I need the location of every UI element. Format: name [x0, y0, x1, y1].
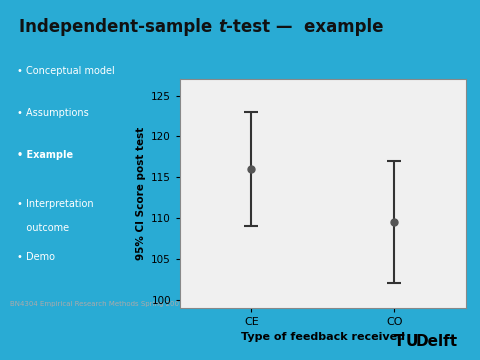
Text: Delft: Delft [415, 334, 457, 349]
X-axis label: Type of feedback received: Type of feedback received [241, 332, 405, 342]
Text: outcome: outcome [17, 223, 70, 233]
Text: Independent-sample: Independent-sample [19, 18, 218, 36]
Text: -test —  example: -test — example [226, 18, 384, 36]
Text: t: t [218, 18, 226, 36]
Text: BN4304 Empirical Research Methods Spring 20010 Lecture 7: BN4304 Empirical Research Methods Spring… [10, 301, 223, 307]
Text: T: T [394, 334, 404, 349]
Text: • Conceptual model: • Conceptual model [17, 66, 115, 76]
Text: • Interpretation: • Interpretation [17, 199, 94, 208]
Text: U: U [406, 334, 418, 349]
Y-axis label: 95% CI Score post test: 95% CI Score post test [135, 127, 145, 260]
Text: • Assumptions: • Assumptions [17, 108, 89, 118]
Text: • Example: • Example [17, 150, 73, 159]
Text: • Demo: • Demo [17, 252, 55, 262]
Text: 30: 30 [456, 301, 466, 307]
